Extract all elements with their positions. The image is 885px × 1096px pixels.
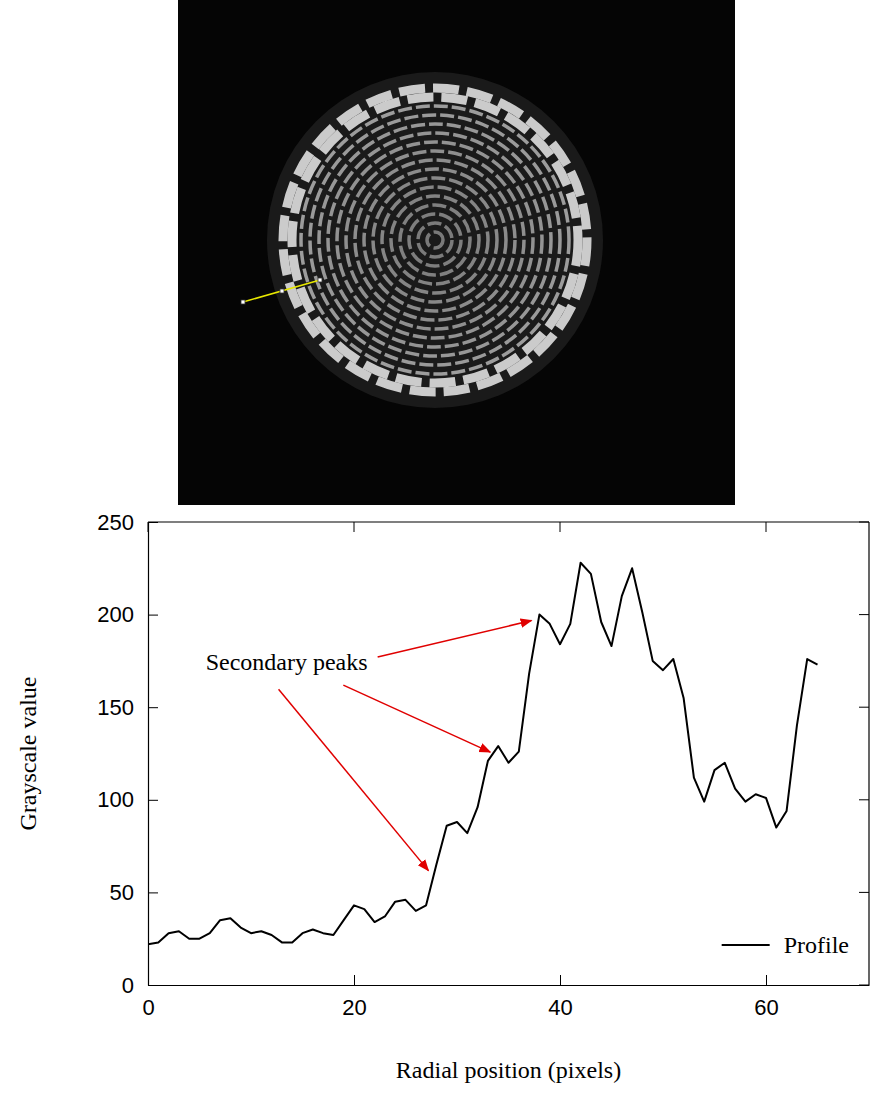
image-ring	[346, 151, 524, 329]
x-tick-mark	[560, 975, 561, 985]
y-tick-mark-right	[859, 892, 869, 893]
x-tick: 40	[548, 975, 572, 1020]
image-ring	[382, 187, 488, 293]
x-tick-mark-top	[354, 522, 355, 532]
image-ring	[355, 160, 515, 320]
image-background	[178, 0, 735, 505]
y-tick-label: 100	[97, 787, 134, 812]
y-tick-mark	[148, 615, 158, 616]
y-tick: 100	[97, 787, 158, 812]
x-tick-mark-top	[560, 522, 561, 532]
profile-line-handle	[318, 278, 322, 282]
speckle-image	[178, 0, 735, 505]
frame-right	[868, 522, 869, 985]
profile-line-handle	[280, 289, 284, 293]
y-axis-line	[148, 523, 149, 986]
y-tick-mark-right	[859, 799, 869, 800]
annotation-arrow	[279, 689, 429, 870]
y-tick-mark	[148, 892, 158, 893]
y-tick: 200	[97, 602, 158, 627]
y-tick-label: 150	[97, 695, 134, 720]
x-tick: 60	[754, 975, 778, 1020]
x-tick-mark-top	[148, 522, 149, 532]
y-tick-mark	[148, 707, 158, 708]
x-tick-mark-top	[766, 522, 767, 532]
y-tick-mark	[148, 800, 158, 801]
annotation-arrow	[378, 621, 532, 657]
x-tick-label: 60	[754, 995, 778, 1020]
y-tick-mark-right	[859, 614, 869, 615]
image-ring	[418, 223, 452, 257]
x-tick-mark	[766, 975, 767, 985]
image-ring	[283, 88, 587, 392]
x-axis-title: Radial position (pixels)	[396, 1057, 621, 1083]
y-tick-label: 50	[110, 880, 134, 905]
annotation-arrow	[343, 685, 490, 752]
x-tick-label: 40	[548, 995, 572, 1020]
image-glow	[267, 72, 603, 408]
image-ring	[310, 115, 560, 365]
y-tick-mark	[148, 985, 158, 986]
x-axis-line	[149, 985, 870, 986]
y-tick-mark-right	[859, 985, 869, 986]
image-ring	[328, 133, 542, 347]
annotation-text: Secondary peaks	[206, 649, 368, 675]
image-ring	[301, 106, 569, 374]
plot-area	[148, 563, 818, 945]
image-ring	[364, 169, 506, 311]
x-tick-mark	[354, 975, 355, 985]
x-axis: 0 20 40 60	[142, 975, 869, 1020]
y-tick-label: 0	[122, 973, 134, 998]
y-axis: 0 50 100 150 200 250	[97, 510, 158, 998]
y-tick: 50	[110, 880, 158, 905]
image-ring	[391, 196, 479, 284]
image-ring	[400, 205, 470, 275]
image-ring	[319, 124, 551, 356]
y-tick-mark-right	[859, 707, 869, 708]
image-ring	[373, 178, 497, 302]
y-tick: 0	[122, 973, 158, 998]
frame-top	[148, 521, 869, 522]
y-tick-mark-right	[859, 522, 869, 523]
profile-line-handle	[241, 300, 245, 304]
image-ring	[337, 142, 533, 338]
y-axis-title: Grayscale value	[15, 677, 41, 831]
legend-label: Profile	[784, 932, 849, 958]
image-ring	[292, 97, 578, 383]
y-tick-label: 200	[97, 602, 134, 627]
x-tick-label: 20	[342, 995, 366, 1020]
profile-line-marker	[243, 280, 320, 302]
x-tick: 20	[342, 975, 366, 1020]
legend: Profile	[722, 932, 849, 958]
x-tick-label: 0	[142, 995, 154, 1020]
image-ring	[427, 232, 443, 248]
y-tick-label: 250	[97, 510, 134, 535]
legend-swatch	[722, 944, 770, 946]
y-tick: 150	[97, 695, 158, 720]
profile-line	[148, 563, 818, 945]
image-ring	[409, 214, 461, 266]
